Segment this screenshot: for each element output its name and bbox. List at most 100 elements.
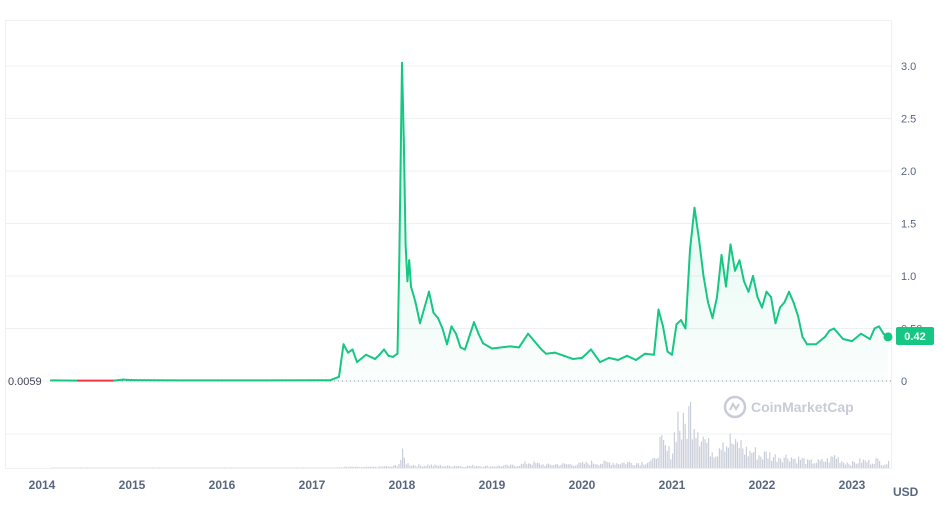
volume-bar — [465, 467, 467, 468]
volume-bar — [864, 460, 866, 468]
volume-bar — [193, 467, 195, 468]
volume-bar — [619, 464, 621, 468]
price-segment — [797, 314, 804, 338]
volume-bar — [715, 456, 717, 468]
volume-bar — [290, 467, 292, 468]
volume-bar — [135, 467, 137, 468]
volume-bar — [380, 466, 382, 468]
volume-bar — [713, 457, 715, 468]
volume-bar — [495, 466, 497, 468]
volume-bar — [393, 465, 395, 468]
volume-bar — [142, 467, 144, 468]
volume-bar — [256, 467, 258, 468]
price-segment — [378, 348, 385, 356]
price-segment — [662, 325, 669, 353]
volume-bar — [846, 462, 848, 468]
volume-bar — [618, 464, 620, 468]
volume-bar — [180, 467, 182, 468]
volume-bar — [301, 467, 303, 468]
volume-bar — [668, 446, 670, 468]
price-segment — [801, 335, 808, 346]
volume-bar — [533, 461, 535, 468]
price-segment — [815, 335, 826, 346]
volume-bar — [355, 466, 357, 468]
volume-bar — [92, 467, 94, 468]
volume-bar — [315, 467, 317, 468]
volume-bar — [367, 467, 369, 468]
volume-bar — [632, 465, 634, 468]
volume-bar — [454, 465, 456, 468]
volume-bar — [740, 440, 742, 468]
volume-bar — [722, 442, 724, 468]
volume-bar — [582, 462, 584, 468]
volume-bar — [754, 447, 756, 468]
volume-bar — [886, 464, 888, 468]
volume-bar — [177, 467, 179, 468]
volume-bar — [868, 459, 870, 468]
volume-bar — [429, 465, 431, 468]
volume-bar — [286, 467, 288, 468]
volume-bar — [110, 467, 112, 468]
volume-bar — [747, 456, 749, 468]
x-tick-label: 2023 — [839, 478, 866, 492]
price-segment — [473, 321, 480, 335]
volume-bar — [391, 466, 393, 468]
volume-bar — [389, 466, 391, 468]
volume-bar — [369, 466, 371, 468]
volume-bar — [538, 463, 540, 468]
volume-bar — [247, 467, 249, 468]
volume-bar — [214, 467, 216, 468]
volume-bar — [430, 464, 432, 468]
volume-bar — [292, 467, 294, 468]
volume-bar — [789, 461, 791, 468]
volume-bar — [268, 467, 270, 468]
volume-bar — [688, 406, 690, 468]
volume-bar — [587, 463, 589, 468]
volume-bar — [634, 465, 636, 468]
volume-bar — [299, 467, 301, 468]
volume-bar — [159, 467, 161, 468]
volume-bar — [198, 467, 200, 468]
volume-bar — [672, 453, 674, 468]
volume-bar — [592, 463, 594, 468]
volume-bar — [699, 446, 701, 468]
volume-bar — [852, 460, 854, 468]
volume-bar — [882, 465, 884, 468]
volume-bar — [502, 465, 504, 468]
volume-bar — [484, 465, 486, 468]
volume-bar — [794, 458, 796, 468]
y-tick-label: 1.0 — [901, 271, 916, 283]
volume-bar — [524, 461, 526, 468]
volume-bar — [537, 462, 539, 468]
volume-bar — [133, 467, 135, 468]
volume-bar — [146, 467, 148, 468]
volume-bar — [492, 466, 494, 468]
volume-bar — [663, 439, 665, 468]
volume-bar — [281, 467, 283, 468]
y-tick-label: 2.5 — [901, 114, 916, 126]
volume-bar — [850, 465, 852, 468]
volume-bar — [400, 459, 402, 468]
price-segment — [540, 348, 547, 355]
plot-frame — [5, 20, 892, 469]
price-segment — [788, 290, 795, 304]
volume-bar — [470, 465, 472, 468]
volume-bar — [148, 467, 150, 468]
volume-bar — [569, 464, 571, 468]
volume-bar — [731, 443, 733, 468]
volume-bar — [591, 460, 593, 468]
volume-bar — [574, 465, 576, 468]
price-segment — [657, 308, 664, 328]
volume-bar — [805, 463, 807, 468]
volume-bar — [697, 432, 699, 468]
volume-bar — [427, 464, 429, 468]
volume-bar — [155, 467, 157, 468]
volume-bar — [702, 436, 704, 468]
volume-bar — [420, 465, 422, 468]
volume-bar — [540, 465, 542, 468]
volume-bar — [499, 465, 501, 468]
volume-bar — [583, 463, 585, 468]
volume-bar — [627, 462, 629, 468]
volume-bar — [510, 464, 512, 468]
